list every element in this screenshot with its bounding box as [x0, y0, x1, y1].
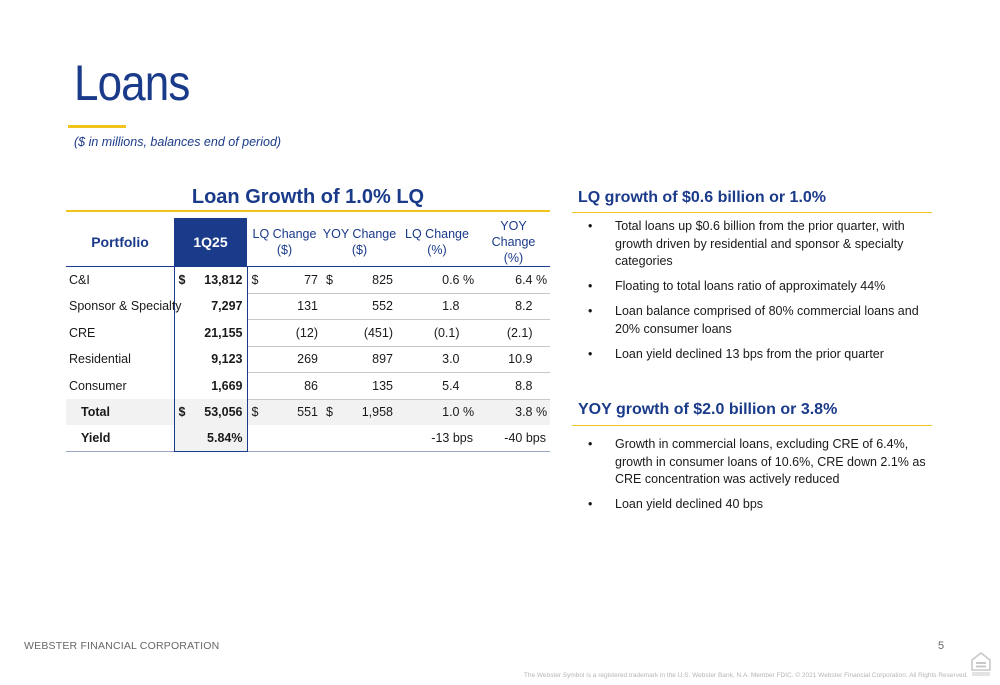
- yoy-heading-rule: [572, 425, 932, 426]
- bullet-item: • Floating to total loans ratio of approx…: [588, 278, 928, 296]
- loans-table: Portfolio 1Q25 LQ Change ($) YOY Change ($…: [66, 218, 550, 452]
- table-row-yield: Yield 5.84% -13 bps -40 bps: [66, 425, 550, 452]
- lq-bullet-list: • Total loans up $0.6 billion from the pr…: [588, 218, 928, 371]
- bullet-item: • Total loans up $0.6 billion from the pr…: [588, 219, 905, 268]
- table-row: Residential 9,123 269 897 3.0 10.9: [66, 346, 550, 373]
- table-title-rule: [66, 210, 550, 212]
- bullet-dot-icon: •: [588, 304, 593, 318]
- table-header-row: Portfolio 1Q25 LQ Change ($) YOY Change ($…: [66, 218, 550, 267]
- table-title: Loan Growth of 1.0% LQ: [191, 186, 425, 208]
- bullet-item: • Growth in commercial loans, excluding C…: [588, 437, 926, 486]
- row-label: Consumer: [69, 378, 127, 393]
- table-row-total: Total $53,056 $551 $1,958 1.0 % 3.8 %: [66, 399, 550, 425]
- equal-housing-lender-icon: [971, 652, 991, 676]
- bullet-dot-icon: •: [588, 279, 593, 293]
- row-label: Yield: [66, 425, 174, 451]
- lq-growth-heading: LQ growth of $0.6 billion or 1.0%: [578, 189, 827, 206]
- row-label: Sponsor & Specialty: [69, 299, 182, 314]
- row-label: Residential: [69, 352, 131, 367]
- title-underline: [68, 125, 126, 128]
- table-row: CRE 21,155 (12) (451) (0.1) (2.1): [66, 319, 550, 347]
- header-lq-change-dollar: LQ Change ($): [252, 227, 317, 257]
- bullet-dot-icon: •: [588, 497, 593, 511]
- bullet-dot-icon: •: [588, 346, 593, 361]
- header-lq-change-pct: LQ Change (%): [405, 227, 469, 257]
- header-portfolio: Portfolio: [91, 234, 149, 250]
- header-current-period: 1Q25: [174, 218, 247, 267]
- yoy-bullet-list: • Growth in commercial loans, excluding C…: [588, 436, 928, 521]
- row-label: Total: [66, 399, 174, 425]
- bullet-dot-icon: •: [588, 219, 593, 233]
- page-subtitle: ($ in millions, balances end of period): [74, 135, 282, 149]
- lq-heading-rule: [572, 212, 932, 213]
- footer-disclaimer: The Webster Symbol is a registered trade…: [523, 672, 968, 679]
- row-label: C&I: [69, 273, 90, 287]
- header-yoy-change-pct: YOY Change (%): [491, 219, 536, 265]
- bullet-item: • Loan balance comprised of 80% commercia…: [588, 304, 919, 336]
- bullet-item: • Loan yield declined 40 bps: [588, 496, 928, 514]
- bullet-dot-icon: •: [588, 437, 593, 451]
- row-label: CRE: [69, 325, 96, 340]
- table-row: Sponsor & Specialty 7,297 131 552 1.8 8.2: [66, 293, 550, 320]
- page-number: 5: [938, 640, 945, 652]
- footer-company: WEBSTER FINANCIAL CORPORATION: [24, 640, 220, 652]
- table-row: C&I $13,812 $77 $825 0.6 % 6.4 %: [66, 266, 550, 294]
- bullet-item: • Loan yield declined 13 bps from the pri…: [588, 346, 928, 364]
- page-title: Loans: [74, 55, 190, 111]
- header-yoy-change-dollar: YOY Change ($): [322, 227, 397, 257]
- table-row: Consumer 1,669 86 135 5.4 8.8: [66, 372, 550, 400]
- yoy-growth-heading: YOY growth of $2.0 billion or 3.8%: [578, 401, 838, 418]
